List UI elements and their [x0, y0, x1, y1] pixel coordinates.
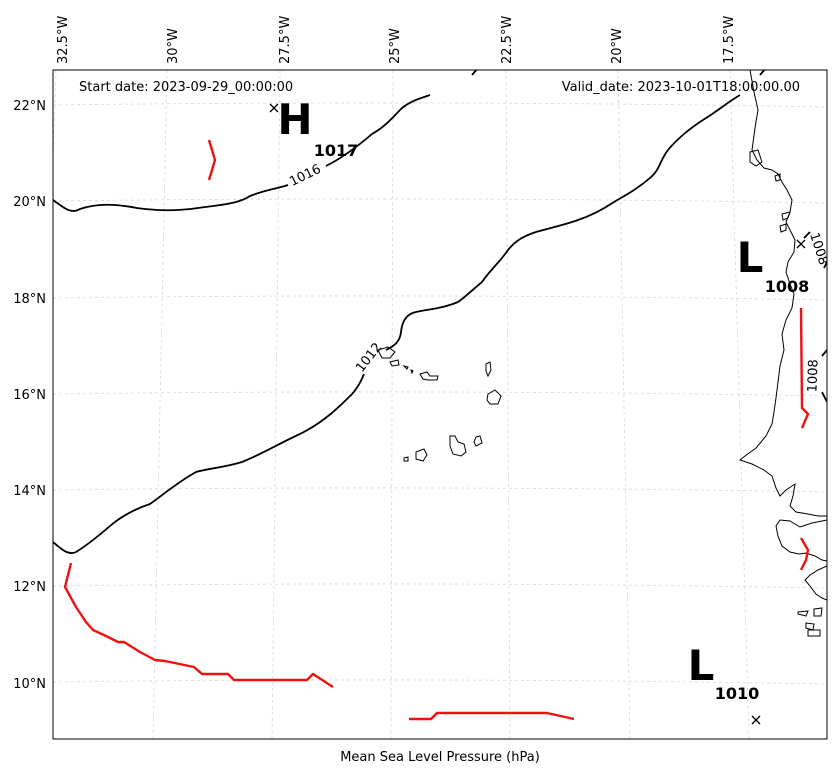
low-pressure-letter-south: L [688, 641, 715, 690]
lat-label: 10°N [13, 677, 46, 692]
isobar-label-1008-lower: 1008 [805, 359, 821, 393]
lon-label: 25°W [388, 28, 403, 64]
guinea-bissau-coast [804, 565, 827, 601]
high-pressure-letter: H [277, 95, 312, 144]
longitude-labels: 32.5°W 30°W 27.5°W 25°W 22.5°W 20°W 17.5… [56, 16, 737, 64]
cape-verde-sao-vicente [389, 359, 400, 367]
valid-date: Valid_date: 2023-10-01T18:00:00.00 [562, 80, 800, 95]
mauritania-islets [779, 211, 791, 233]
isobar-label-1012: 1012 [353, 340, 385, 375]
cape-verde-sao-nicolau [419, 371, 439, 381]
isobar-1016-east [385, 94, 741, 351]
isobar-1008-lower [821, 349, 827, 403]
lat-label: 14°N [13, 484, 46, 499]
cape-verde-sal [485, 361, 492, 378]
front-south [409, 711, 575, 721]
lon-label: 20°W [610, 28, 625, 64]
high-center-marker [269, 103, 279, 113]
bissau-islands [797, 607, 823, 637]
cape-verde-fogo [415, 448, 428, 462]
isobar-1016-ne [759, 70, 766, 76]
lat-label: 12°N [13, 580, 46, 595]
isobar-1012 [53, 373, 365, 554]
lat-label: 20°N [13, 195, 46, 210]
senegal-coast [775, 519, 827, 562]
coastline [377, 70, 827, 637]
lat-label: 16°N [13, 388, 46, 403]
lon-label: 30°W [166, 28, 181, 64]
front-southwest [63, 562, 334, 689]
lon-label: 32.5°W [56, 16, 71, 64]
isobars [53, 70, 827, 554]
isobar-1016 [53, 94, 431, 212]
map-caption: Mean Sea Level Pressure (hPa) [340, 750, 540, 765]
fronts [63, 139, 810, 721]
coastal-islets [749, 149, 781, 182]
start-date: Start date: 2023-09-29_00:00:00 [79, 80, 293, 95]
front-north [207, 139, 217, 181]
lat-label: 22°N [13, 99, 46, 114]
cape-verde-santa-luzia [402, 365, 414, 375]
isobar-label-1016: 1016 [287, 162, 323, 190]
low-center-marker-south [751, 715, 761, 725]
center-markers [269, 103, 806, 725]
graticule [53, 70, 827, 739]
cape-verde-brava [403, 456, 409, 462]
cape-verde-santo-antao [377, 346, 396, 359]
lon-label: 17.5°W [722, 16, 737, 64]
low-pressure-value-north: 1008 [765, 277, 810, 296]
isobar-1016-north [471, 70, 478, 76]
lat-label: 18°N [13, 292, 46, 307]
low-pressure-letter-north: L [737, 233, 764, 282]
front-east-south [799, 537, 810, 571]
low-pressure-value-south: 1010 [715, 684, 760, 703]
africa-coastline [738, 70, 827, 517]
latitude-labels: 22°N 20°N 18°N 16°N 14°N 12°N 10°N [13, 99, 46, 692]
high-pressure-value: 1017 [314, 141, 359, 160]
cape-verde-boa-vista [486, 389, 502, 405]
lon-label: 27.5°W [278, 16, 293, 64]
cape-verde-santiago [449, 435, 467, 457]
low-center-marker-north [796, 239, 806, 249]
map-frame [52, 69, 828, 740]
front-east [799, 307, 810, 429]
lon-label: 22.5°W [500, 16, 515, 64]
cape-verde-maio [473, 435, 483, 447]
